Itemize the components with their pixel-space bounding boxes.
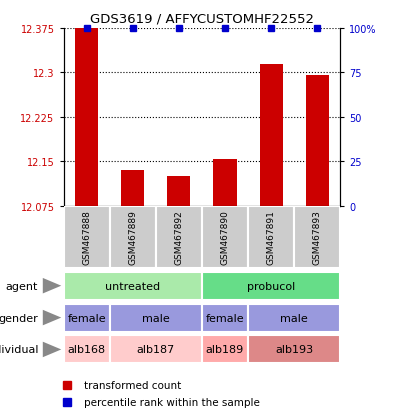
Text: alb168: alb168 (67, 344, 106, 355)
Text: GSM467891: GSM467891 (266, 210, 275, 265)
Text: female: female (67, 313, 106, 323)
Text: alb193: alb193 (274, 344, 312, 355)
Bar (213, 159, 236, 206)
Bar (63, 206, 110, 268)
Text: female: female (205, 313, 244, 323)
Text: male: male (280, 313, 307, 323)
Polygon shape (43, 342, 61, 357)
Bar (247, 304, 339, 332)
Bar (63, 272, 201, 300)
Bar (110, 206, 155, 268)
Text: gender: gender (0, 313, 38, 323)
Title: GDS3619 / AFFYCUSTOMHF22552: GDS3619 / AFFYCUSTOMHF22552 (90, 12, 313, 25)
Text: GSM467893: GSM467893 (312, 210, 321, 265)
Bar (201, 206, 247, 268)
Bar (247, 336, 339, 363)
Text: GSM467892: GSM467892 (174, 210, 183, 265)
Text: alb189: alb189 (205, 344, 243, 355)
Bar (155, 206, 201, 268)
Bar (201, 272, 339, 300)
Text: male: male (142, 313, 169, 323)
Text: percentile rank within the sample: percentile rank within the sample (83, 397, 259, 407)
Bar (305, 76, 328, 206)
Bar (167, 177, 190, 206)
Bar (110, 336, 201, 363)
Text: alb187: alb187 (136, 344, 175, 355)
Bar (121, 171, 144, 206)
Bar (63, 336, 110, 363)
Text: GSM467890: GSM467890 (220, 210, 229, 265)
Bar (201, 304, 247, 332)
Text: GSM467889: GSM467889 (128, 210, 137, 265)
Bar (110, 304, 201, 332)
Text: untreated: untreated (105, 281, 160, 291)
Text: agent: agent (6, 281, 38, 291)
Polygon shape (43, 278, 61, 294)
Bar (259, 64, 282, 206)
Bar (294, 206, 339, 268)
Bar (75, 29, 98, 206)
Text: GSM467888: GSM467888 (82, 210, 91, 265)
Bar (201, 336, 247, 363)
Bar (63, 304, 110, 332)
Bar (247, 206, 293, 268)
Text: probucol: probucol (246, 281, 294, 291)
Text: individual: individual (0, 344, 38, 355)
Text: transformed count: transformed count (83, 380, 181, 390)
Polygon shape (43, 310, 61, 325)
